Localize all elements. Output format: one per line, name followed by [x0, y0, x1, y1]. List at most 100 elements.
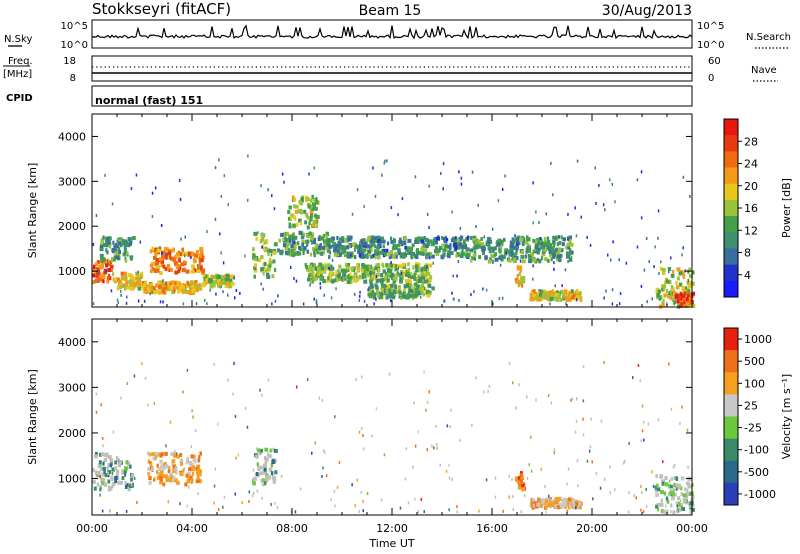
scatter-cell — [472, 253, 477, 258]
scatter-point — [477, 203, 479, 207]
scatter-cell — [537, 500, 542, 505]
scatter-cell — [572, 503, 576, 508]
scatter-cell — [171, 256, 175, 261]
scatter-point — [400, 271, 403, 275]
colorbar-label: Velocity [m s⁻¹] — [780, 374, 793, 459]
cpid-strip-frame — [91, 85, 693, 107]
scatter-cell — [402, 264, 405, 269]
scatter-point — [239, 291, 241, 295]
scatter-cell — [107, 479, 111, 484]
scatter-cell — [158, 257, 163, 262]
scatter-point — [446, 424, 449, 428]
scatter-cell — [209, 278, 213, 283]
scatter-cell — [106, 237, 111, 242]
scatter-point — [657, 418, 660, 422]
scatter-point — [410, 289, 413, 292]
scatter-cell — [154, 247, 158, 252]
scatter-cell — [674, 295, 677, 300]
scatter-point — [167, 500, 169, 504]
scatter-point — [639, 379, 641, 383]
scatter-cell — [485, 242, 489, 247]
scatter-cell — [531, 497, 534, 502]
scatter-point — [643, 268, 646, 272]
scatter-cell — [174, 467, 178, 471]
scatter-cell — [325, 234, 328, 239]
scatter-cell — [364, 247, 368, 252]
scatter-point — [213, 501, 215, 505]
scatter-cell — [159, 469, 164, 474]
scatter-point — [526, 395, 528, 399]
scatter-point — [454, 236, 457, 240]
scatter-cell — [151, 247, 154, 252]
scatter-cell — [521, 487, 526, 492]
scatter-cell — [339, 276, 342, 281]
scatter-cell — [658, 296, 662, 301]
scatter-cell — [144, 285, 148, 290]
scatter-cell — [341, 238, 344, 243]
scatter-cell — [429, 277, 432, 282]
scatter-cell — [102, 461, 105, 466]
scatter-cell — [96, 482, 99, 487]
scatter-cell — [560, 289, 564, 294]
scatter-point — [426, 448, 428, 452]
scatter-cell — [660, 498, 663, 503]
scatter-point — [373, 302, 375, 306]
scatter-cell — [335, 270, 339, 275]
scatter-cell — [397, 264, 402, 269]
scatter-cell — [123, 284, 126, 289]
scatter-cell — [395, 254, 398, 259]
scatter-cell — [550, 257, 553, 262]
scatter-cell — [160, 281, 164, 286]
scatter-point — [671, 292, 673, 296]
scatter-cell — [352, 242, 356, 247]
scatter-cell — [310, 213, 314, 218]
freq-unit: [MHz] — [3, 69, 32, 80]
colorbar-tick-label: 4 — [744, 269, 751, 282]
scatter-cell — [268, 260, 273, 265]
scatter-cell — [687, 289, 691, 294]
scatter-cell — [663, 509, 666, 514]
scatter-cell — [192, 257, 195, 262]
colorbar-band — [724, 232, 738, 249]
scatter-cell — [191, 280, 194, 285]
scatter-cell — [198, 479, 202, 484]
scatter-cell — [521, 242, 525, 247]
scatter-cell — [406, 293, 410, 298]
scatter-cell — [264, 268, 268, 273]
scatter-point — [338, 461, 341, 465]
scatter-cell — [272, 479, 277, 484]
scatter-cell — [267, 252, 270, 257]
scatter-cell — [377, 278, 382, 283]
scatter-cell — [173, 285, 176, 290]
scatter-point — [270, 253, 273, 257]
scatter-cell — [356, 262, 359, 267]
colorbar-frame — [723, 327, 739, 506]
scatter-cell — [149, 269, 153, 274]
scatter-point — [449, 425, 451, 429]
scatter-point — [497, 199, 500, 203]
scatter-cell — [117, 241, 122, 246]
scatter-cell — [252, 247, 255, 252]
scatter-point — [530, 469, 533, 473]
scatter-point — [575, 506, 577, 510]
scatter-cell — [526, 245, 530, 250]
scatter-cell — [268, 454, 272, 459]
scatter-point — [383, 161, 385, 165]
scatter-cell — [359, 274, 362, 279]
scatter-point — [214, 217, 217, 221]
scatter-cell — [303, 246, 307, 250]
scatter-cell — [511, 238, 516, 243]
scatter-point — [334, 415, 336, 419]
scatter-cell — [320, 251, 324, 256]
scatter-cell — [180, 461, 183, 466]
scatter-cell — [272, 259, 276, 264]
scatter-cell — [94, 279, 99, 283]
scatter-cell — [105, 263, 109, 268]
scatter-cell — [499, 244, 503, 249]
scatter-cell — [291, 253, 296, 258]
scatter-point — [589, 243, 592, 247]
scatter-point — [689, 195, 691, 198]
scatter-cell — [515, 279, 519, 284]
scatter-point — [215, 292, 217, 296]
